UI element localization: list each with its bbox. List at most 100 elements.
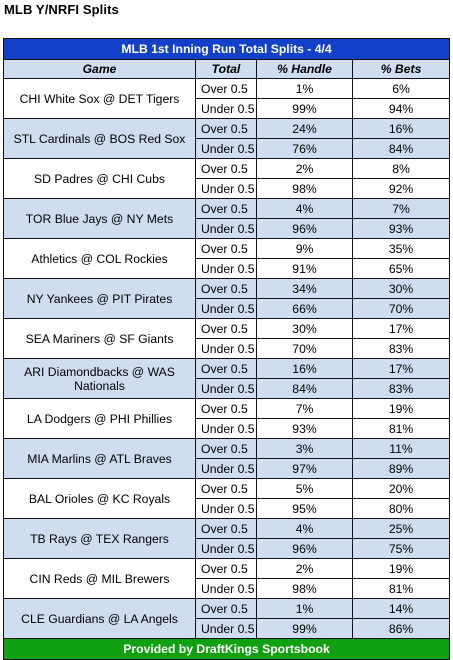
total-cell: Under 0.5	[195, 538, 257, 559]
handle-cell: 5%	[256, 478, 353, 499]
table-footer-row: Provided by DraftKings Sportsbook	[2, 638, 451, 660]
game-name-cell: STL Cardinals @ BOS Red Sox	[3, 118, 196, 159]
handle-cell: 4%	[256, 198, 353, 219]
total-cell: Over 0.5	[195, 118, 257, 139]
total-cell: Over 0.5	[195, 518, 257, 539]
game-name-cell: SD Padres @ CHI Cubs	[3, 158, 196, 199]
total-cell: Under 0.5	[195, 98, 257, 119]
table-banner: MLB 1st Inning Run Total Splits - 4/4	[2, 38, 451, 60]
header-handle: % Handle	[256, 59, 353, 79]
bets-cell: 11%	[351, 438, 451, 459]
table-row: Athletics @ COL Rockies Over 0.5 9% 35%	[3, 238, 451, 279]
total-cell: Under 0.5	[195, 258, 257, 279]
table-banner-row: MLB 1st Inning Run Total Splits - 4/4	[2, 38, 451, 60]
bets-cell: 25%	[351, 518, 451, 539]
handle-cell: 93%	[256, 418, 353, 439]
bets-cell: 20%	[351, 478, 451, 499]
game-name-cell: TOR Blue Jays @ NY Mets	[3, 198, 196, 239]
total-cell: Under 0.5	[195, 218, 257, 239]
total-cell: Over 0.5	[195, 558, 257, 579]
table-row: Under 0.5 91% 65%	[4, 258, 451, 279]
bets-cell: 19%	[351, 398, 451, 419]
table-row: BAL Orioles @ KC Royals Over 0.5 5% 20%	[3, 478, 451, 519]
table-row: SD Padres @ CHI Cubs Over 0.5 2% 8%	[3, 158, 451, 199]
total-cell: Over 0.5	[195, 598, 257, 619]
splits-table: MLB 1st Inning Run Total Splits - 4/4 Ga…	[2, 38, 451, 660]
table-row: LA Dodgers @ PHI Phillies Over 0.5 7% 19%	[3, 398, 451, 439]
game-name-cell: SEA Mariners @ SF Giants	[3, 318, 196, 359]
game-name-cell: LA Dodgers @ PHI Phillies	[3, 398, 196, 439]
game-name-cell: CLE Guardians @ LA Angels	[3, 598, 196, 639]
table-footer: Provided by DraftKings Sportsbook	[2, 638, 451, 660]
total-cell: Under 0.5	[195, 618, 257, 639]
total-cell: Under 0.5	[195, 458, 257, 479]
table-row: Under 0.5 84% 83%	[4, 378, 451, 399]
bets-cell: 86%	[351, 618, 451, 639]
game-name-cell: ARI Diamondbacks @ WAS Nationals	[3, 358, 196, 399]
game-name-cell: NY Yankees @ PIT Pirates	[3, 278, 196, 319]
table-row: TOR Blue Jays @ NY Mets Over 0.5 4% 7%	[3, 198, 451, 239]
bets-cell: 14%	[351, 598, 451, 619]
handle-cell: 30%	[256, 318, 353, 339]
game-name-cell: CIN Reds @ MIL Brewers	[3, 558, 196, 599]
total-cell: Over 0.5	[195, 158, 257, 179]
table-row: ARI Diamondbacks @ WAS Nationals Over 0.5…	[3, 358, 451, 399]
bets-cell: 92%	[351, 178, 451, 199]
bets-cell: 30%	[351, 278, 451, 299]
total-cell: Under 0.5	[195, 338, 257, 359]
table-row: Under 0.5 99% 86%	[4, 618, 451, 639]
bets-cell: 17%	[351, 318, 451, 339]
table-row: STL Cardinals @ BOS Red Sox Over 0.5 24% 16…	[3, 118, 451, 159]
table-row: Under 0.5 96% 75%	[4, 538, 451, 559]
total-cell: Under 0.5	[195, 178, 257, 199]
table-row: Under 0.5 98% 92%	[4, 178, 451, 199]
bets-cell: 81%	[351, 578, 451, 599]
handle-cell: 70%	[256, 338, 353, 359]
bets-cell: 81%	[351, 418, 451, 439]
page-title: MLB Y/NRFI Splits	[4, 2, 119, 17]
bets-cell: 8%	[351, 158, 451, 179]
total-cell: Over 0.5	[195, 198, 257, 219]
total-cell: Over 0.5	[195, 398, 257, 419]
handle-cell: 1%	[256, 78, 353, 99]
total-cell: Over 0.5	[195, 238, 257, 259]
handle-cell: 7%	[256, 398, 353, 419]
total-cell: Under 0.5	[195, 138, 257, 159]
handle-cell: 34%	[256, 278, 353, 299]
total-cell: Over 0.5	[195, 318, 257, 339]
table-row: TB Rays @ TEX Rangers Over 0.5 4% 25%	[3, 518, 451, 559]
table-row: CLE Guardians @ LA Angels Over 0.5 1% 14%	[3, 598, 451, 639]
bets-cell: 94%	[351, 98, 451, 119]
table-row: Under 0.5 98% 81%	[4, 578, 451, 599]
game-name-cell: Athletics @ COL Rockies	[3, 238, 196, 279]
bets-cell: 75%	[351, 538, 451, 559]
handle-cell: 16%	[256, 358, 353, 379]
handle-cell: 2%	[256, 158, 353, 179]
bets-cell: 89%	[351, 458, 451, 479]
column-header-row: Game Total % Handle % Bets	[3, 59, 451, 79]
bets-cell: 65%	[351, 258, 451, 279]
handle-cell: 2%	[256, 558, 353, 579]
handle-cell: 97%	[256, 458, 353, 479]
game-name-cell: CHI White Sox @ DET Tigers	[3, 78, 196, 119]
total-cell: Under 0.5	[195, 378, 257, 399]
table-row: Under 0.5 96% 93%	[4, 218, 451, 239]
bets-cell: 17%	[351, 358, 451, 379]
handle-cell: 24%	[256, 118, 353, 139]
total-cell: Under 0.5	[195, 298, 257, 319]
game-name-cell: MIA Marlins @ ATL Braves	[3, 438, 196, 479]
game-name-cell: TB Rays @ TEX Rangers	[3, 518, 196, 559]
bets-cell: 19%	[351, 558, 451, 579]
table-row: Under 0.5 66% 70%	[4, 298, 451, 319]
handle-cell: 84%	[256, 378, 353, 399]
handle-cell: 96%	[256, 218, 353, 239]
table-row: MIA Marlins @ ATL Braves Over 0.5 3% 11%	[3, 438, 451, 479]
handle-cell: 9%	[256, 238, 353, 259]
bets-cell: 83%	[351, 338, 451, 359]
header-total: Total	[195, 59, 257, 79]
header-bets: % Bets	[351, 59, 451, 79]
bets-cell: 7%	[351, 198, 451, 219]
bets-cell: 80%	[351, 498, 451, 519]
bets-cell: 6%	[351, 78, 451, 99]
total-cell: Over 0.5	[195, 438, 257, 459]
